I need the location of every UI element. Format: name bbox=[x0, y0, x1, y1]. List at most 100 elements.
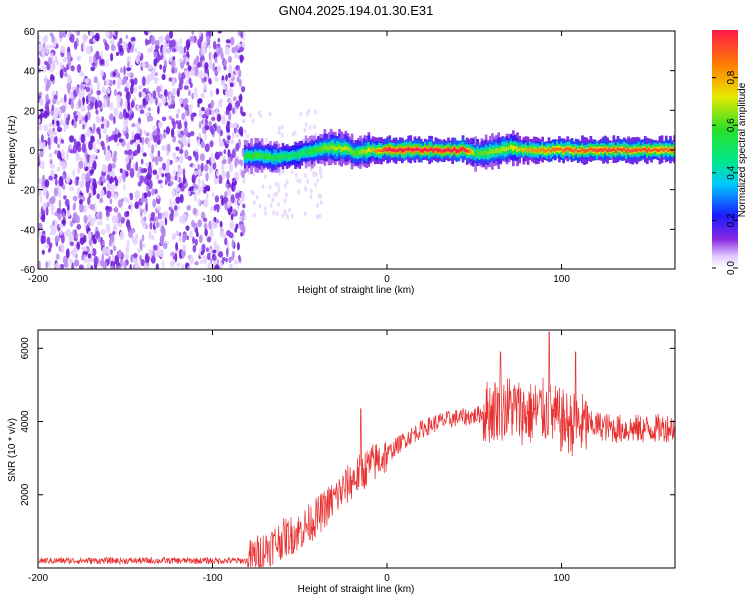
ridge-cell bbox=[407, 147, 410, 151]
noise-cell bbox=[69, 144, 73, 150]
noise-cell bbox=[62, 212, 65, 219]
noise-cell bbox=[199, 153, 205, 162]
noise-cell bbox=[124, 150, 129, 155]
noise-cell bbox=[88, 165, 92, 171]
ridge-cell bbox=[426, 148, 429, 152]
noise-cell bbox=[38, 118, 41, 124]
noise-cell bbox=[61, 149, 65, 160]
noise-cell bbox=[186, 205, 191, 211]
colorbar-tick-label: 0.8 bbox=[726, 70, 737, 84]
noise-cell bbox=[156, 206, 162, 211]
noise-cell bbox=[154, 188, 158, 195]
noise-cell bbox=[62, 56, 68, 63]
ridge-cell bbox=[296, 152, 299, 158]
noise-cell bbox=[96, 139, 101, 145]
noise-cell bbox=[220, 197, 225, 206]
noise-cell bbox=[155, 143, 158, 149]
noise-cell bbox=[187, 155, 192, 161]
spectrogram-y-tick-label: -60 bbox=[21, 265, 36, 276]
noise-cell bbox=[212, 255, 217, 261]
noise-cell bbox=[197, 198, 201, 206]
noise-cell bbox=[216, 88, 220, 95]
noise-cell bbox=[153, 130, 158, 136]
ridge-cell bbox=[646, 148, 649, 153]
colorbar-tick-label: 0.6 bbox=[726, 118, 737, 132]
noise-cell bbox=[50, 195, 56, 204]
noise-cell bbox=[216, 244, 220, 253]
noise-cell bbox=[206, 247, 209, 252]
noise-cell bbox=[197, 100, 201, 104]
noise-cell bbox=[146, 94, 150, 103]
noise-cell bbox=[175, 230, 180, 237]
snr-series-line bbox=[38, 331, 675, 568]
noise-cell bbox=[92, 160, 97, 171]
noise-cell bbox=[71, 119, 74, 126]
noise-cell bbox=[116, 94, 121, 104]
noise-cell bbox=[53, 187, 59, 197]
noise-cell bbox=[101, 253, 105, 263]
noise-cell bbox=[306, 178, 310, 184]
noise-cell bbox=[147, 47, 151, 54]
noise-cell bbox=[213, 40, 217, 50]
ridge-cell bbox=[520, 147, 524, 151]
noise-cell bbox=[185, 225, 190, 231]
ridge-cell bbox=[430, 147, 433, 151]
noise-cell bbox=[235, 192, 240, 199]
noise-cell bbox=[73, 114, 79, 120]
noise-cell bbox=[116, 81, 121, 89]
ridge-cell bbox=[275, 154, 278, 160]
noise-cell bbox=[75, 232, 79, 239]
noise-cell bbox=[117, 175, 123, 184]
noise-cell bbox=[218, 151, 223, 157]
noise-cell bbox=[234, 51, 239, 59]
noise-cell bbox=[309, 188, 313, 194]
noise-cell bbox=[216, 113, 222, 122]
noise-cell bbox=[103, 127, 107, 134]
noise-cell bbox=[115, 215, 119, 225]
noise-cell bbox=[319, 194, 323, 199]
snr-y-tick-label: 2000 bbox=[20, 483, 31, 506]
ridge-cell bbox=[373, 148, 377, 153]
noise-cell bbox=[235, 142, 240, 151]
noise-cell bbox=[143, 129, 147, 135]
noise-cell bbox=[53, 39, 57, 48]
noise-cell bbox=[118, 138, 124, 143]
ridge-cell bbox=[413, 148, 417, 151]
ridge-cell bbox=[572, 149, 576, 153]
ridge-cell bbox=[618, 148, 622, 151]
noise-cell bbox=[223, 84, 228, 90]
ridge-cell bbox=[396, 149, 400, 152]
noise-cell bbox=[147, 165, 151, 173]
noise-cell bbox=[228, 263, 233, 269]
noise-cell bbox=[66, 228, 70, 236]
snr-frame bbox=[37, 329, 676, 569]
noise-cell bbox=[172, 56, 176, 61]
noise-cell bbox=[233, 259, 239, 265]
ridge-cell bbox=[591, 148, 595, 152]
noise-cell bbox=[243, 215, 247, 220]
noise-cell bbox=[216, 219, 220, 224]
noise-cell bbox=[65, 175, 70, 184]
noise-cell bbox=[183, 127, 188, 137]
noise-cell bbox=[181, 112, 186, 121]
noise-cell bbox=[63, 67, 67, 73]
noise-cell bbox=[123, 65, 126, 76]
noise-cell bbox=[234, 45, 239, 52]
noise-cell bbox=[228, 64, 233, 73]
ridge-cell bbox=[367, 147, 371, 152]
noise-cell bbox=[48, 259, 51, 268]
noise-cell bbox=[198, 70, 204, 80]
noise-cell bbox=[125, 132, 129, 140]
noise-cell bbox=[122, 175, 126, 183]
noise-cell bbox=[63, 94, 67, 103]
noise-cell bbox=[173, 200, 177, 206]
noise-cell bbox=[72, 229, 76, 236]
noise-cell bbox=[202, 254, 208, 265]
noise-cell bbox=[238, 69, 242, 78]
noise-cell bbox=[154, 80, 158, 85]
noise-cell bbox=[139, 238, 143, 249]
noise-cell bbox=[221, 257, 226, 262]
noise-cell bbox=[197, 167, 202, 178]
noise-cell bbox=[62, 255, 68, 265]
noise-cell bbox=[304, 122, 308, 128]
